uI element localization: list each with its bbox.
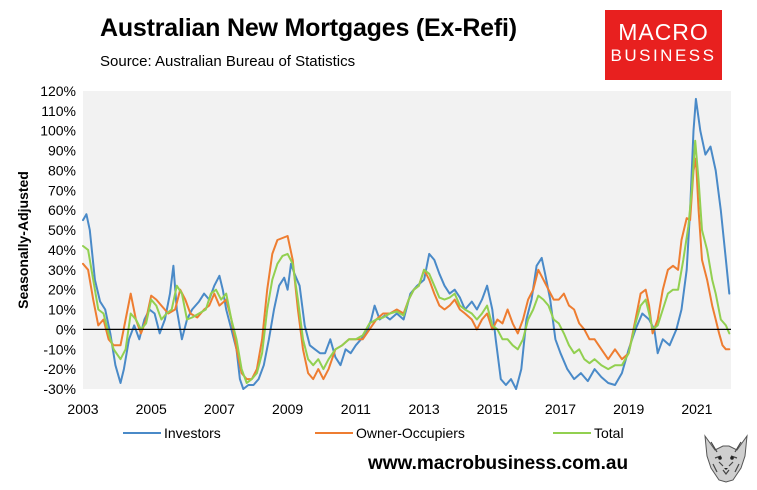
legend-label: Total bbox=[594, 425, 624, 441]
x-tick-label: 2011 bbox=[341, 401, 371, 417]
y-tick-label: -10% bbox=[43, 341, 76, 357]
y-tick-label: 30% bbox=[48, 262, 76, 278]
y-tick-label: 0% bbox=[56, 321, 76, 337]
footer-url: www.macrobusiness.com.au bbox=[368, 453, 629, 474]
wolf-icon bbox=[704, 434, 748, 483]
chart-subtitle: Source: Australian Bureau of Statistics bbox=[100, 53, 356, 70]
logo-line-1: MACRO bbox=[618, 19, 709, 45]
y-tick-label: 120% bbox=[40, 83, 76, 99]
logo-line-2: BUSINESS bbox=[610, 46, 717, 65]
y-tick-label: 40% bbox=[48, 242, 76, 258]
plot-area bbox=[83, 91, 731, 389]
legend-label: Investors bbox=[164, 425, 221, 441]
x-tick-label: 2017 bbox=[545, 401, 576, 417]
y-axis-label: Seasonally-Adjusted bbox=[15, 171, 31, 309]
x-tick-label: 2021 bbox=[681, 401, 712, 417]
x-tick-label: 2013 bbox=[408, 401, 439, 417]
x-tick-label: 2009 bbox=[272, 401, 303, 417]
legend-label: Owner-Occupiers bbox=[356, 425, 465, 441]
y-tick-label: -30% bbox=[43, 381, 76, 397]
x-tick-label: 2019 bbox=[613, 401, 644, 417]
y-tick-label: 80% bbox=[48, 162, 76, 178]
y-tick-label: 60% bbox=[48, 202, 76, 218]
x-tick-label: 2005 bbox=[136, 401, 167, 417]
series-line-total bbox=[82, 139, 731, 384]
y-tick-label: -20% bbox=[43, 361, 76, 377]
y-tick-label: 50% bbox=[48, 222, 76, 238]
y-tick-label: 20% bbox=[48, 282, 76, 298]
x-tick-label: 2015 bbox=[477, 401, 508, 417]
macrobusiness-logo: MACRO BUSINESS bbox=[605, 10, 722, 80]
x-tick-label: 2003 bbox=[67, 401, 98, 417]
y-tick-label: 70% bbox=[48, 182, 76, 198]
y-tick-label: 110% bbox=[41, 103, 76, 119]
chart-title: Australian New Mortgages (Ex-Refi) bbox=[100, 14, 517, 42]
y-tick-label: 100% bbox=[40, 123, 76, 139]
y-tick-label: 90% bbox=[48, 143, 76, 159]
y-tick-label: 10% bbox=[48, 302, 76, 318]
x-tick-label: 2007 bbox=[204, 401, 235, 417]
